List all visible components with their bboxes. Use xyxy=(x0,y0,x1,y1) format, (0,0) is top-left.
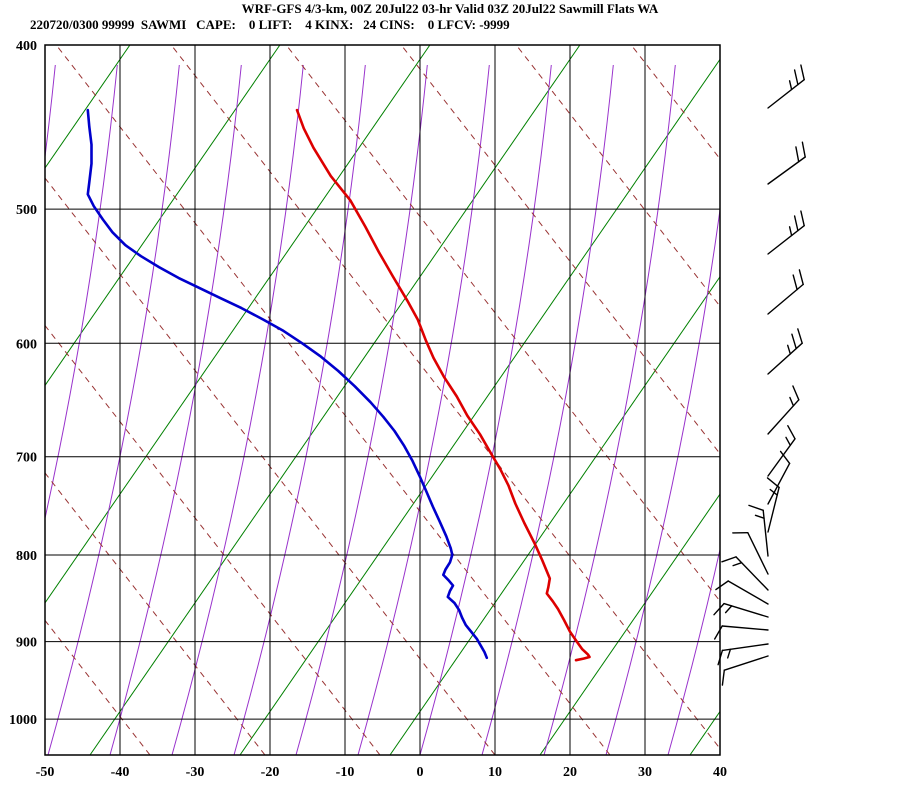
wind-barb xyxy=(714,625,769,640)
temperature-tick-label: 20 xyxy=(563,765,577,780)
moist-adiabat-line xyxy=(854,65,900,755)
pressure-tick-label: 400 xyxy=(16,39,37,54)
moist-adiabat-line xyxy=(45,64,56,161)
moist-adiabat-line xyxy=(792,65,900,755)
isotherm-line xyxy=(45,45,281,387)
background-lines xyxy=(45,45,900,755)
grid xyxy=(44,44,721,756)
moist-adiabat-line xyxy=(419,64,552,755)
wind-barb xyxy=(732,532,769,575)
pressure-tick-label: 500 xyxy=(16,203,37,218)
wind-barb xyxy=(766,477,780,533)
pressure-tick-label: 600 xyxy=(16,337,37,352)
wind-barb xyxy=(767,269,804,315)
wind-barb xyxy=(767,450,791,505)
wind-barb xyxy=(767,141,806,185)
temperature-tick-label: -40 xyxy=(111,765,130,780)
dry-adiabat-line xyxy=(400,45,720,455)
temperature-tick-label: 0 xyxy=(417,765,424,780)
chart-subtitle: 220720/0300 99999 SAWMI CAPE: 0 LIFT: 4 … xyxy=(30,17,510,32)
dewpoint-curve xyxy=(86,108,489,660)
moist-adiabat-line xyxy=(605,206,720,755)
wind-barb xyxy=(713,602,769,618)
temperature-tick-label: 10 xyxy=(488,765,502,780)
chart-title: WRF-GFS 4/3-km, 00Z 20Jul22 03-hr Valid … xyxy=(241,1,659,16)
plot-border xyxy=(44,44,721,756)
pressure-tick-label: 1000 xyxy=(9,713,37,728)
temperature-tick-label: 40 xyxy=(713,765,727,780)
moist-adiabat-line xyxy=(45,64,118,521)
dry-adiabat-line xyxy=(515,45,720,308)
isotherm-line xyxy=(45,45,431,604)
temperature-tick-label: 30 xyxy=(638,765,652,780)
temperature-tick-label: -50 xyxy=(36,765,55,780)
dry-adiabat-line xyxy=(285,45,720,602)
wind-barb xyxy=(767,425,796,477)
temperature-tick-label: -30 xyxy=(186,765,205,780)
wind-barb xyxy=(715,580,769,605)
temperature-tick-label: -20 xyxy=(261,765,280,780)
isotherm-line xyxy=(539,493,720,755)
isotherm-line xyxy=(689,710,720,755)
temperature-curve xyxy=(295,108,591,662)
isotherm-line xyxy=(89,45,581,755)
moist-adiabat-line xyxy=(481,64,614,755)
wind-barb xyxy=(767,328,803,375)
isotherm-line xyxy=(389,275,720,755)
dry-adiabat-line xyxy=(170,45,720,750)
pressure-tick-label: 700 xyxy=(16,451,37,466)
dry-adiabat-line xyxy=(45,472,266,755)
isotherm-line xyxy=(45,45,131,169)
moist-adiabat-line xyxy=(233,64,366,755)
moist-adiabat-line xyxy=(730,65,861,755)
dry-adiabat-line xyxy=(630,45,720,160)
wind-barb xyxy=(767,385,800,435)
wind-barb xyxy=(748,504,769,557)
moist-adiabat-line xyxy=(171,64,304,755)
wind-barb xyxy=(721,556,769,591)
wind-barb xyxy=(767,210,805,255)
pressure-tick-label: 900 xyxy=(16,636,37,651)
moist-adiabat-line xyxy=(357,64,490,755)
wind-barb-column xyxy=(713,64,806,686)
moist-adiabat-line xyxy=(667,547,720,755)
moist-adiabat-line xyxy=(295,64,428,755)
pressure-tick-label: 800 xyxy=(16,549,37,564)
wind-barb xyxy=(717,643,769,666)
temperature-tick-label: -10 xyxy=(336,765,355,780)
isotherm-line xyxy=(239,58,720,755)
wind-barb xyxy=(767,64,805,109)
moist-adiabat-line xyxy=(543,64,676,755)
moist-adiabat-line xyxy=(109,64,242,755)
dry-adiabat-line xyxy=(45,177,496,755)
moist-adiabat-line xyxy=(47,64,180,755)
dry-adiabat-line xyxy=(55,45,611,755)
wind-barb xyxy=(721,655,769,686)
